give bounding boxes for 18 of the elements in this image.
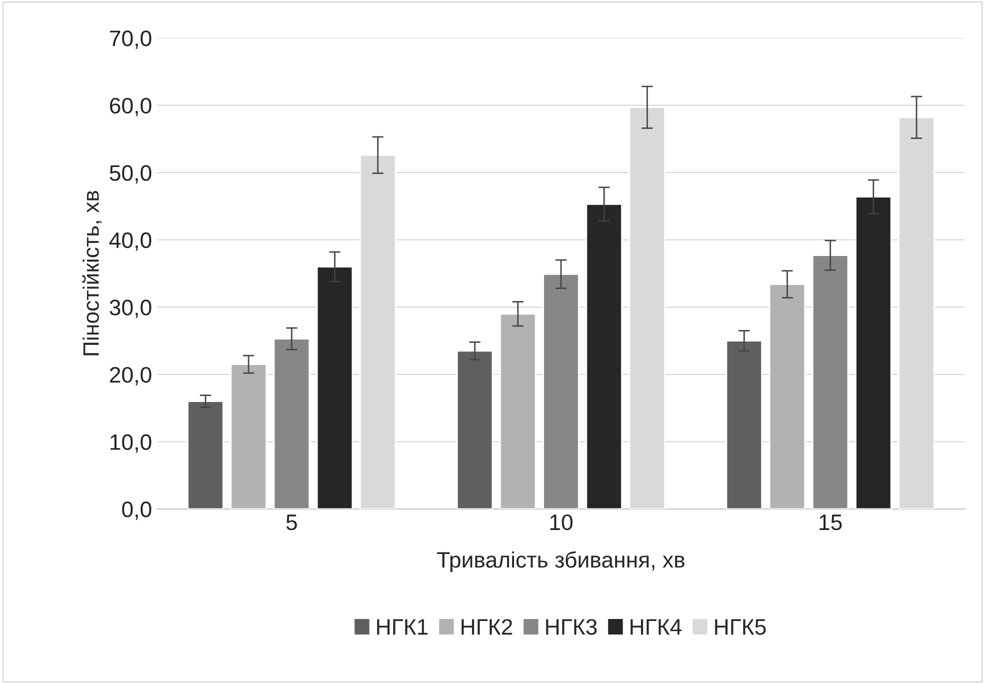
x-tick-label: 10 bbox=[550, 514, 572, 530]
x-tick-label: 15 bbox=[820, 514, 842, 530]
y-tick-label: 10,0 bbox=[110, 434, 152, 453]
y-axis-title: Піностійкість, хв bbox=[82, 190, 102, 356]
y-tick-label: 0,0 bbox=[122, 502, 152, 520]
legend-label: НГК4 bbox=[630, 619, 682, 635]
legend-label: НГК1 bbox=[377, 619, 428, 635]
y-tick-label: 30,0 bbox=[110, 300, 152, 318]
y-tick-label: 50,0 bbox=[110, 165, 152, 184]
x-tick-label: 5 bbox=[286, 514, 297, 530]
legend-label: НГК5 bbox=[715, 619, 766, 635]
y-tick-label: 20,0 bbox=[110, 366, 152, 386]
y-tick-label: 70,0 bbox=[110, 30, 152, 49]
y-tick-label: 60,0 bbox=[110, 98, 152, 116]
legend-label: НГК2 bbox=[462, 619, 512, 635]
x-axis-title: Тривалість збивання, хв bbox=[437, 551, 684, 572]
legend-label: НГК3 bbox=[546, 619, 597, 635]
y-tick-label: 40,0 bbox=[109, 232, 152, 251]
